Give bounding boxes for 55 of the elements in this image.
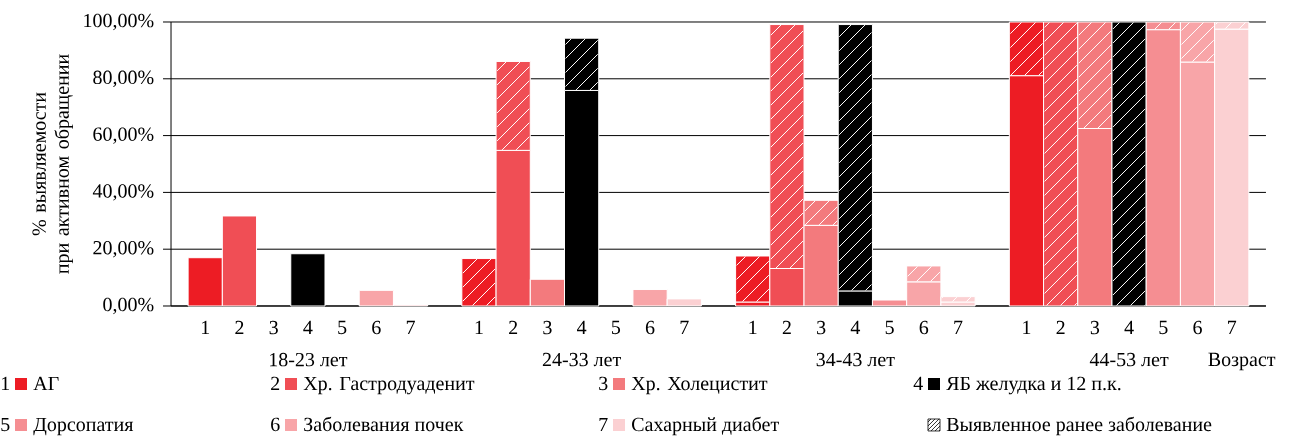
x-tick-label: 4 [303, 320, 313, 335]
x-tick-label: 7 [1228, 320, 1237, 334]
text: Дорсопатия [33, 417, 134, 436]
x-axis-title: Возраст [1208, 352, 1276, 371]
text: 18-23 лет [270, 352, 348, 367]
x-tick-label: 3 [817, 320, 826, 335]
x-tick-label: 2 [1056, 320, 1065, 335]
x-tick-label: 3 [269, 320, 278, 335]
text: 34-43 лет [816, 352, 895, 367]
x-tick-label: 1 [475, 320, 483, 335]
category-label: 7 [599, 417, 608, 431]
x-tick-label: 3 [543, 320, 552, 335]
x-tick-label: 5 [612, 320, 621, 335]
text: 44-53 лет [1089, 352, 1169, 367]
x-tick-label: 6 [919, 320, 929, 335]
x-tick-label: 7 [954, 320, 963, 334]
category-label: 3 [599, 376, 608, 391]
x-tick-label: 5 [1159, 320, 1168, 335]
x-tick-label: 7 [680, 320, 689, 334]
legend-label: Выявленное ранее заболевание [946, 416, 1212, 436]
text: 24-33 лет [542, 352, 621, 367]
x-tick-label: 6 [645, 320, 655, 335]
text: ЯБ желудка и 12 п.к. [946, 376, 1121, 395]
x-tick-label: 7 [406, 320, 415, 334]
x-tick-label: 4 [850, 320, 861, 335]
x-tick-label: 3 [1090, 320, 1100, 335]
x-tick-label: 2 [509, 320, 518, 335]
x-tick-label: 1 [201, 320, 210, 335]
y-tick-label: 0,00% [103, 297, 154, 315]
text: Хр. Гастродуаденит [303, 376, 475, 395]
x-tick-label: 1 [749, 320, 757, 335]
x-tick-label: 4 [1124, 320, 1134, 335]
text: Хр. Холецистит [631, 376, 768, 395]
category-label: 1 [1, 376, 10, 390]
category-label: 4 [913, 376, 923, 390]
x-tick-label: 2 [235, 320, 244, 335]
x-tick-label: 6 [1193, 320, 1202, 335]
x-tick-label: 2 [782, 320, 791, 335]
y-tick-label: 100,00% [84, 13, 154, 31]
x-tick-label: 6 [372, 320, 381, 335]
y-tick-label: 60,00% [93, 127, 154, 144]
text: Заболевания почек [304, 416, 464, 432]
y-tick-label: 20,00% [93, 241, 154, 258]
y-axis-title: % выявляемости при активном обращении [32, 54, 73, 274]
category-label: 6 [271, 417, 280, 432]
x-tick-label: 5 [885, 320, 894, 335]
y-tick-label: 40,00% [92, 184, 154, 201]
x-tick-label: 5 [338, 320, 347, 335]
x-tick-label: 1 [1023, 320, 1031, 335]
text: АГ [33, 376, 59, 390]
category-label: 5 [1, 417, 10, 432]
x-tick-label: 4 [577, 320, 587, 335]
text: Сахарный диабет [632, 416, 779, 436]
y-tick-label: 80,00% [93, 70, 154, 87]
category-label: 2 [271, 376, 280, 390]
